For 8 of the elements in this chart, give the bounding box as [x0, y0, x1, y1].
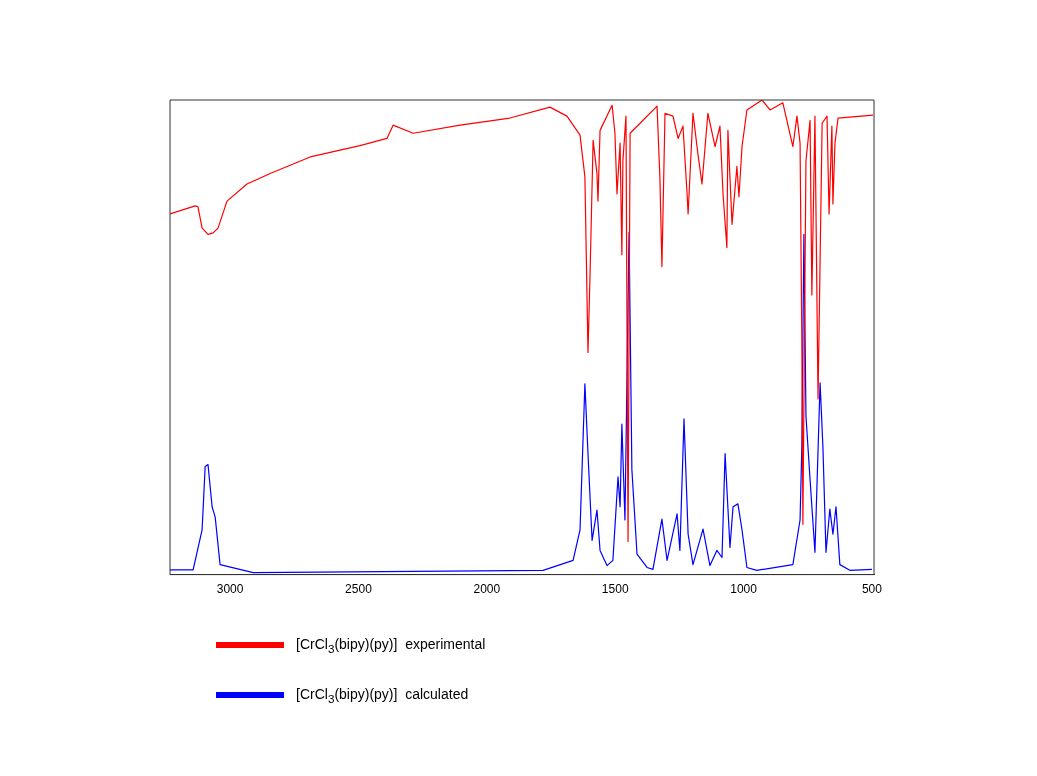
x-tick-label: 1000	[730, 582, 758, 597]
x-tick-label: 2000	[473, 582, 501, 597]
x-tick-label: 3000	[216, 582, 244, 597]
x-tick-label: 2500	[345, 582, 373, 597]
x-tick-label: 1500	[601, 582, 629, 597]
legend-label: [CrCl$_{3}$(bipy)(py)] experimental	[296, 635, 486, 655]
legend-label: [CrCl$_{3}$(bipy)(py)] calculated	[296, 685, 469, 705]
x-tick-label: 500	[861, 582, 883, 597]
